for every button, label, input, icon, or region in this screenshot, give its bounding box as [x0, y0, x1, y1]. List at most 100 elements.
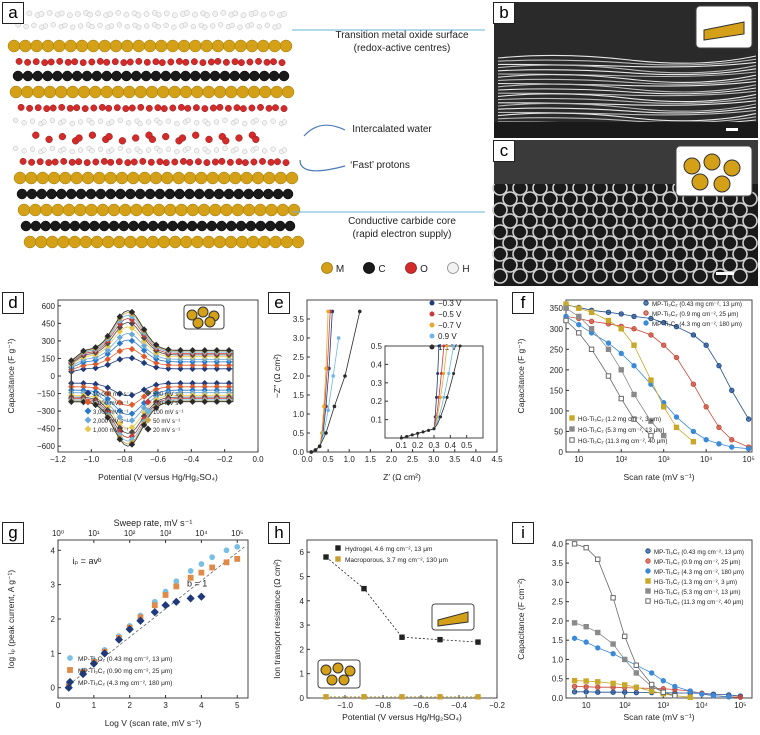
resistance-point	[437, 636, 443, 643]
y-tick-label: 3	[300, 621, 305, 630]
h-atom	[213, 119, 220, 125]
o-atom	[75, 158, 83, 166]
legend-label: 100 mV s⁻¹	[153, 410, 184, 416]
h-atom	[126, 148, 132, 154]
m-atom	[168, 235, 182, 249]
o-atom	[154, 104, 162, 112]
o-atom	[274, 158, 281, 166]
x-tick-label: 10²	[615, 455, 627, 464]
legend-marker	[429, 333, 435, 339]
sphere-icon	[713, 175, 731, 193]
h-atom	[276, 23, 282, 29]
h-atom	[95, 10, 101, 17]
m-atom	[157, 235, 171, 249]
cv-point	[225, 365, 233, 373]
slope-line	[64, 546, 245, 689]
h-atom	[281, 147, 288, 153]
pore	[732, 268, 748, 284]
pore	[522, 257, 538, 273]
h-atom	[165, 118, 172, 124]
capacitance-point	[571, 635, 578, 641]
panel-letter-b: b	[493, 2, 515, 24]
y-tick-label: 2.5	[552, 598, 564, 607]
o-atom	[88, 58, 96, 66]
x-tick-label: 10⁵	[734, 701, 746, 710]
legend-label: 1.1 V	[438, 343, 457, 352]
capacitance-point	[633, 684, 640, 690]
m-atom	[113, 235, 126, 249]
capacitance-point	[610, 689, 616, 695]
o-atom	[152, 58, 160, 66]
capacitance-point	[595, 645, 601, 651]
legend-label: 50 mV s⁻¹	[153, 419, 180, 425]
capacitance-curve	[565, 304, 749, 420]
pore	[542, 235, 558, 251]
o-atom	[100, 157, 108, 165]
h-atom	[242, 148, 248, 155]
top-tick-label: 10⁴	[195, 529, 208, 538]
o-atom	[255, 57, 262, 65]
o-atom	[120, 59, 128, 67]
resistance-point	[437, 694, 443, 700]
capacitance-point	[648, 315, 654, 322]
plot-frame	[565, 299, 753, 453]
peak-current-point	[114, 635, 124, 644]
cv-point	[116, 413, 124, 421]
capacitance-point	[710, 692, 717, 699]
m-atom	[51, 203, 65, 217]
nyquist-point	[343, 374, 347, 378]
capacitance-point	[605, 309, 612, 316]
pore	[712, 268, 728, 284]
o-atom	[214, 57, 222, 65]
m-atom	[85, 203, 98, 217]
c-atom	[42, 70, 53, 82]
m-atom	[55, 85, 68, 99]
cv-point	[140, 347, 148, 354]
m-atom	[32, 85, 45, 99]
capacitance-point	[673, 324, 680, 330]
o-atom	[259, 157, 266, 165]
m-atom	[234, 39, 247, 53]
legend-label: HG-Ti₃C₂ (11.3 mg cm⁻², 40 μm)	[654, 599, 743, 606]
pore	[632, 202, 648, 218]
legend-marker	[645, 568, 651, 574]
sem-layer	[497, 77, 757, 85]
capacitance-point	[648, 377, 654, 383]
core-label: Conductive carbide core	[348, 216, 456, 227]
m-atom	[168, 85, 181, 99]
capacitance-point	[622, 633, 628, 640]
h-atom	[184, 9, 190, 16]
c-atom	[40, 220, 51, 232]
cv-point	[140, 421, 148, 429]
o-atom	[34, 104, 42, 112]
x-tick-label: 10⁴	[700, 455, 713, 464]
scale-bar	[726, 128, 738, 131]
y-tick-label: 3.5	[552, 559, 564, 568]
m-atom	[29, 203, 42, 217]
cv-point	[116, 436, 124, 443]
pore	[532, 224, 548, 240]
sphere-icon	[344, 665, 356, 677]
m-atom	[81, 171, 95, 185]
o-atom	[248, 104, 256, 112]
h-atom	[143, 11, 150, 17]
m-atom	[251, 171, 265, 185]
pore	[532, 202, 548, 218]
capacitance-point	[703, 342, 709, 348]
y-axis-label-g: log iₚ (peak current, A g⁻¹)	[6, 570, 16, 669]
pore	[602, 235, 618, 251]
sphere-icon	[691, 173, 709, 191]
o-atom	[45, 135, 53, 144]
o-atom	[107, 158, 115, 166]
c-atom	[272, 188, 284, 200]
x-tick-label: 2.5	[407, 455, 419, 464]
sphere-icon	[320, 664, 332, 676]
inset-point	[439, 371, 443, 375]
peak-current-point	[234, 543, 241, 550]
h-atom	[42, 23, 49, 29]
c-atom	[229, 70, 240, 82]
m-atom	[164, 203, 177, 217]
y-tick-label: 1.0	[552, 655, 564, 664]
pore	[532, 268, 548, 284]
m-atom	[224, 235, 238, 249]
